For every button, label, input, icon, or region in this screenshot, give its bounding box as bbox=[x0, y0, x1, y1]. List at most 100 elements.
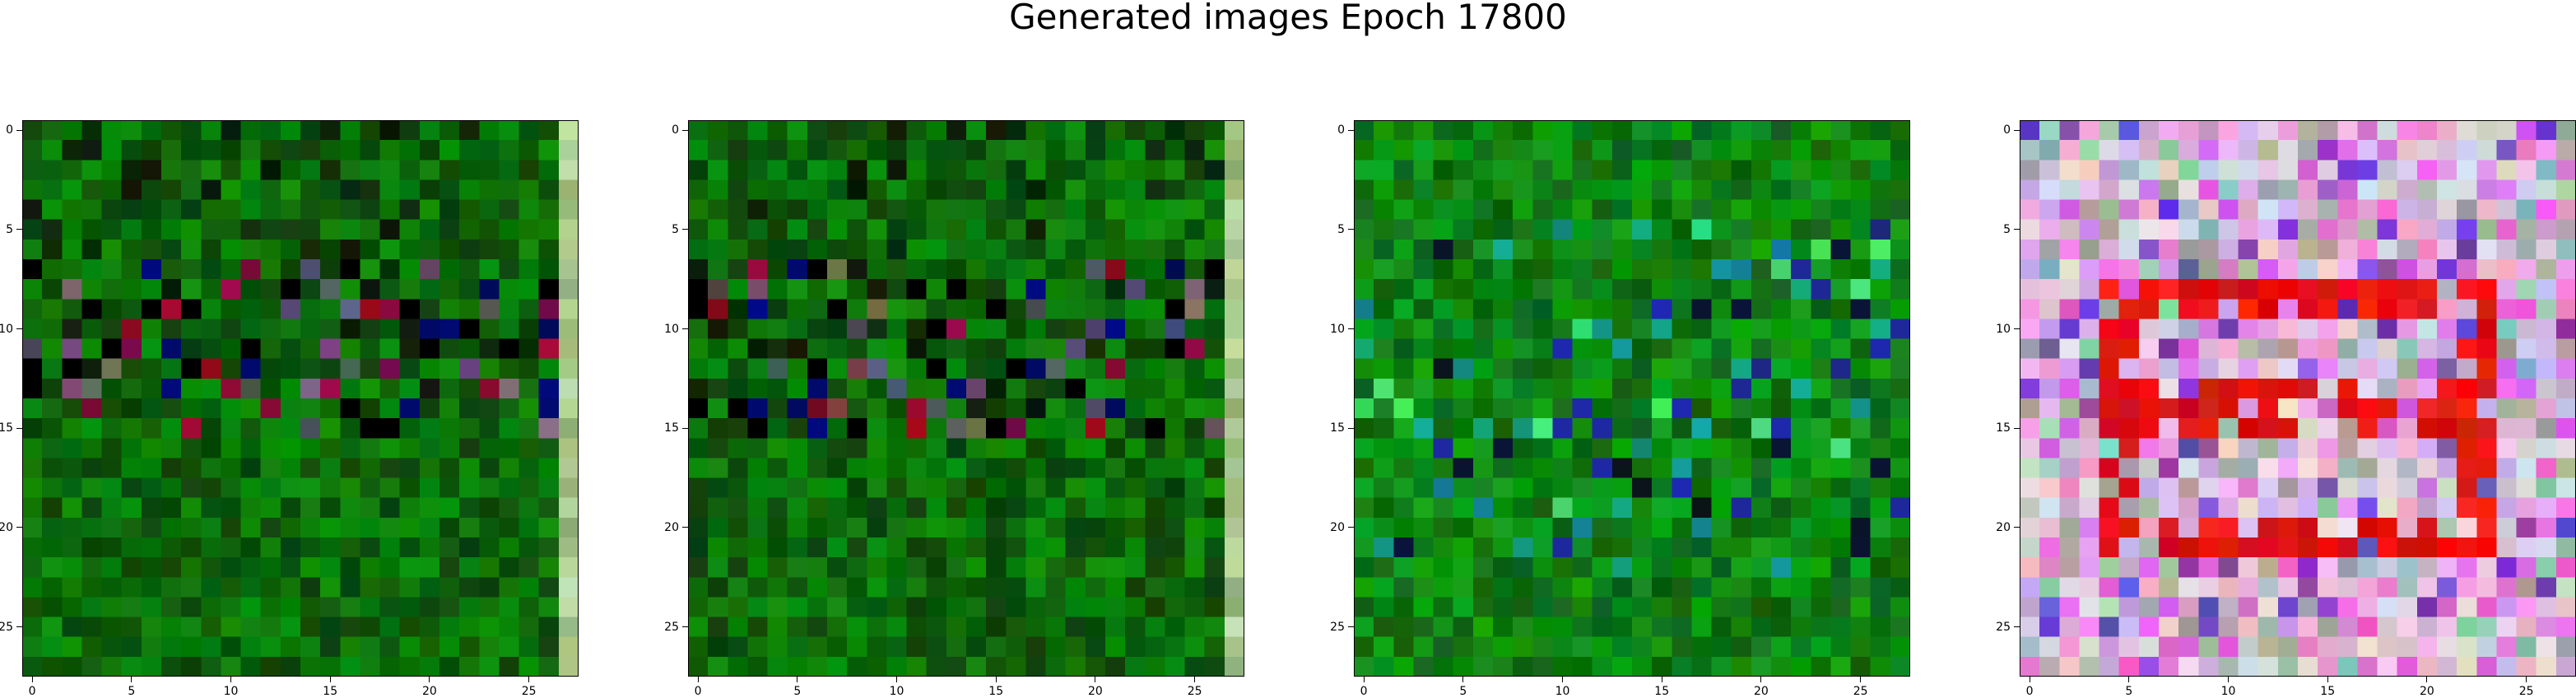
y-tick-label: 20 bbox=[1330, 520, 1345, 534]
y-tick-label: 15 bbox=[1996, 421, 2011, 435]
y-tick-mark bbox=[2014, 427, 2020, 429]
y-tick-label: 10 bbox=[0, 322, 13, 336]
y-tick-mark bbox=[1348, 427, 1354, 429]
y-tick-mark bbox=[1348, 229, 1354, 230]
y-tick-label: 0 bbox=[672, 123, 679, 137]
x-tick-label: 20 bbox=[422, 685, 437, 698]
x-tick-label: 25 bbox=[2518, 685, 2534, 698]
y-tick-label: 25 bbox=[0, 620, 13, 634]
x-tick-mark bbox=[1860, 677, 1862, 682]
y-tick-label: 0 bbox=[2003, 123, 2011, 137]
x-tick-mark bbox=[2327, 677, 2328, 682]
x-tick-mark bbox=[1562, 677, 1563, 682]
y-tick-label: 0 bbox=[6, 123, 13, 137]
y-tick-label: 5 bbox=[6, 222, 13, 236]
y-tick-mark bbox=[16, 626, 22, 628]
x-tick-label: 5 bbox=[1459, 685, 1467, 698]
x-tick-label: 10 bbox=[889, 685, 904, 698]
generated-image-4 bbox=[2020, 120, 2576, 677]
y-tick-label: 15 bbox=[1330, 421, 1345, 435]
y-tick-label: 20 bbox=[0, 520, 13, 534]
y-tick-label: 10 bbox=[664, 322, 679, 336]
x-tick-mark bbox=[1363, 677, 1365, 682]
axes-frame bbox=[688, 120, 1244, 677]
x-tick-mark bbox=[131, 677, 133, 682]
y-tick-mark bbox=[2014, 129, 2020, 131]
axes-frame bbox=[2020, 120, 2576, 677]
generated-image-panel-1: 0 5 10 15 20 25 0 5 10 15 20 25 bbox=[0, 120, 579, 697]
x-tick-label: 25 bbox=[521, 685, 537, 698]
x-tick-mark bbox=[697, 677, 699, 682]
x-tick-mark bbox=[995, 677, 997, 682]
generated-image-panel-2: 0 5 10 15 20 25 0 5 10 15 20 25 bbox=[664, 120, 1244, 697]
y-tick-label: 5 bbox=[672, 222, 679, 236]
x-tick-label: 5 bbox=[2125, 685, 2133, 698]
x-tick-label: 20 bbox=[2420, 685, 2434, 698]
y-tick-mark bbox=[16, 328, 22, 329]
x-tick-label: 10 bbox=[2220, 685, 2236, 698]
x-tick-label: 20 bbox=[1088, 685, 1103, 698]
y-tick-mark bbox=[16, 129, 22, 131]
x-tick-mark bbox=[2526, 677, 2527, 682]
y-tick-mark bbox=[682, 626, 688, 628]
generated-image-panel-4: 0 5 10 15 20 25 0 5 10 15 20 25 bbox=[1996, 120, 2576, 697]
y-tick-label: 15 bbox=[0, 421, 13, 435]
y-tick-mark bbox=[16, 427, 22, 429]
x-tick-label: 25 bbox=[1187, 685, 1202, 698]
axes-frame bbox=[22, 120, 579, 677]
y-tick-mark bbox=[2014, 626, 2020, 628]
x-tick-label: 25 bbox=[1853, 685, 1868, 698]
x-tick-label: 15 bbox=[2320, 685, 2336, 698]
x-tick-mark bbox=[896, 677, 897, 682]
y-tick-mark bbox=[682, 229, 688, 230]
y-tick-mark bbox=[682, 328, 688, 329]
x-tick-label: 15 bbox=[1654, 685, 1670, 698]
x-tick-label: 0 bbox=[1360, 685, 1368, 698]
x-tick-label: 15 bbox=[988, 685, 1004, 698]
y-tick-mark bbox=[16, 229, 22, 230]
x-tick-mark bbox=[1194, 677, 1196, 682]
y-tick-mark bbox=[2014, 328, 2020, 329]
y-tick-mark bbox=[682, 129, 688, 131]
y-tick-label: 10 bbox=[1996, 322, 2011, 336]
y-tick-mark bbox=[1348, 328, 1354, 329]
y-tick-mark bbox=[1348, 626, 1354, 628]
x-tick-mark bbox=[329, 677, 331, 682]
x-tick-label: 0 bbox=[28, 685, 36, 698]
x-tick-mark bbox=[2228, 677, 2229, 682]
y-tick-label: 25 bbox=[1330, 620, 1345, 634]
y-tick-mark bbox=[682, 527, 688, 528]
y-tick-mark bbox=[2014, 527, 2020, 528]
y-tick-label: 5 bbox=[1337, 222, 1345, 236]
y-tick-mark bbox=[16, 527, 22, 528]
generated-image-3 bbox=[1354, 120, 1910, 677]
y-tick-label: 25 bbox=[1996, 620, 2011, 634]
x-tick-mark bbox=[2128, 677, 2130, 682]
generated-image-panel-3: 0 5 10 15 20 25 0 5 10 15 20 25 bbox=[1330, 120, 1910, 697]
x-tick-mark bbox=[31, 677, 33, 682]
x-tick-mark bbox=[1462, 677, 1464, 682]
x-tick-mark bbox=[230, 677, 231, 682]
generated-image-2 bbox=[688, 120, 1244, 677]
y-tick-label: 20 bbox=[1996, 520, 2011, 534]
axes-frame bbox=[1354, 120, 1910, 677]
x-tick-mark bbox=[528, 677, 530, 682]
generated-image-1 bbox=[22, 120, 579, 677]
x-tick-label: 10 bbox=[1555, 685, 1570, 698]
x-tick-mark bbox=[429, 677, 430, 682]
x-tick-label: 15 bbox=[323, 685, 338, 698]
y-tick-mark bbox=[2014, 229, 2020, 230]
y-tick-label: 20 bbox=[664, 520, 679, 534]
x-tick-label: 0 bbox=[694, 685, 702, 698]
y-tick-mark bbox=[1348, 129, 1354, 131]
y-tick-mark bbox=[1348, 527, 1354, 528]
y-tick-label: 15 bbox=[664, 421, 679, 435]
x-tick-label: 5 bbox=[793, 685, 802, 698]
y-tick-label: 5 bbox=[2003, 222, 2011, 236]
x-tick-label: 5 bbox=[128, 685, 136, 698]
x-tick-mark bbox=[2426, 677, 2428, 682]
y-tick-label: 10 bbox=[1330, 322, 1345, 336]
x-tick-mark bbox=[1760, 677, 1762, 682]
x-tick-label: 20 bbox=[1754, 685, 1769, 698]
y-tick-mark bbox=[682, 427, 688, 429]
